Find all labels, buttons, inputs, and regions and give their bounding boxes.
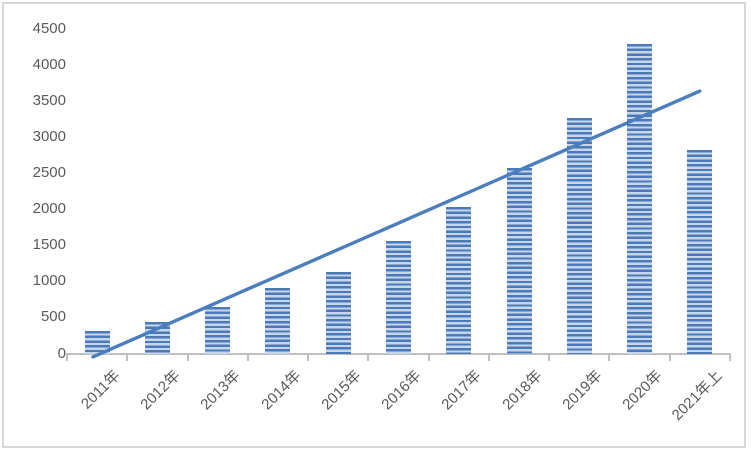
- bar-2011年: [84, 330, 110, 354]
- x-axis-tick: [608, 353, 611, 361]
- y-axis-tick-label: 2000: [32, 200, 66, 218]
- x-axis-tick: [729, 353, 731, 361]
- bar-2012年: [144, 321, 170, 354]
- plot-area: 0 500 1000 1500 2000 2500 3000 3500 4000 4500 2011…: [4, 4, 744, 446]
- x-axis-label: 2012年: [137, 367, 184, 414]
- x-axis-label: 2013年: [197, 367, 244, 414]
- bar-2019年: [566, 118, 592, 354]
- x-axis-label: 2018年: [498, 367, 546, 414]
- x-axis-tick: [668, 353, 671, 361]
- y-axis-tick-label: 3000: [32, 127, 66, 145]
- bar-2016年: [386, 240, 411, 354]
- y-axis-tick-label: 2500: [32, 163, 66, 181]
- x-axis-tick: [186, 353, 189, 361]
- y-axis-tick-label: 1000: [32, 272, 66, 290]
- bar-2014年: [265, 287, 291, 354]
- x-axis-tick: [487, 353, 490, 361]
- x-axis-label: 2016年: [378, 367, 425, 414]
- bar-2021年上: [687, 149, 713, 354]
- x-axis-label: 2020年: [619, 367, 666, 414]
- y-axis-tick-label: 500: [40, 308, 66, 326]
- bar-2020年: [627, 44, 653, 354]
- bar-2013年: [205, 307, 231, 354]
- y-axis-tick-label: 0: [57, 344, 66, 362]
- x-axis-label: 2011年: [77, 367, 124, 413]
- y-axis-tick-label: 4000: [32, 55, 66, 73]
- chart-frame: 0 500 1000 1500 2000 2500 3000 3500 4000 4500 2011…: [2, 2, 746, 448]
- y-axis-tick-label: 3500: [32, 91, 66, 109]
- x-axis-label: 2019年: [559, 367, 606, 414]
- x-axis-tick: [66, 353, 68, 361]
- x-axis-label: 2021年上: [669, 367, 727, 424]
- y-axis-tick-label: 4500: [32, 19, 66, 37]
- x-axis-label: 2015年: [318, 367, 365, 414]
- x-axis-tick: [427, 353, 430, 361]
- x-axis-label: 2017年: [438, 367, 485, 414]
- x-axis-tick: [246, 353, 249, 361]
- y-axis-tick-label: 1500: [32, 236, 66, 254]
- x-axis-tick: [548, 353, 551, 361]
- bar-2017年: [446, 207, 472, 354]
- bar-2015年: [325, 272, 351, 354]
- x-axis-tick: [126, 353, 129, 361]
- bar-2018年: [506, 168, 532, 354]
- x-axis-tick: [307, 353, 310, 361]
- x-axis-label: 2014年: [257, 367, 305, 414]
- x-axis-tick: [367, 353, 370, 361]
